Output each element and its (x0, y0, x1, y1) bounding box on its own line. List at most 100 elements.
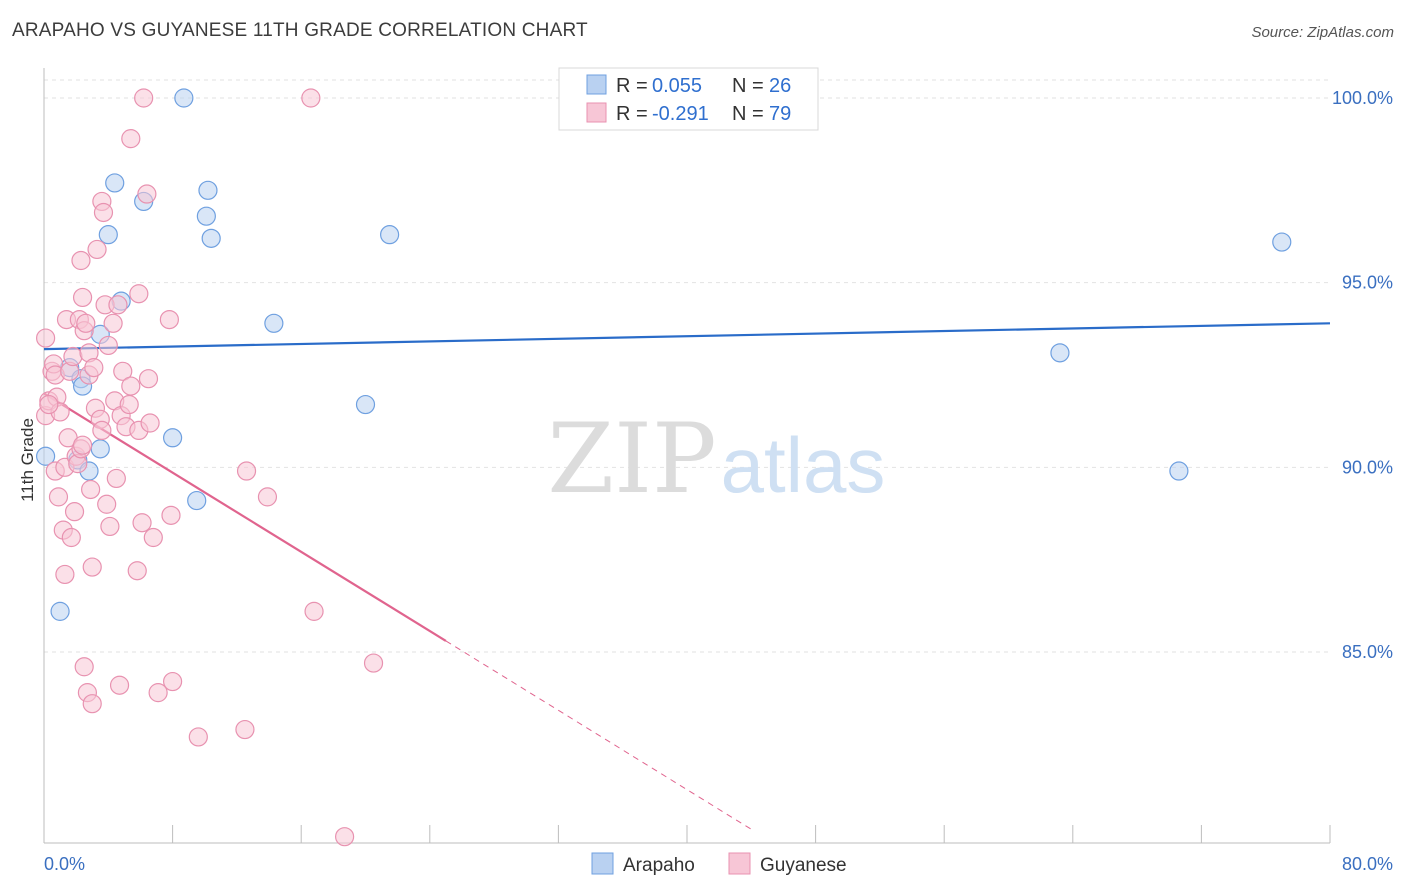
guyanese-point (132, 513, 152, 533)
watermark-zip: ZIP (547, 403, 716, 515)
watermark-atlas: atlas (721, 421, 886, 509)
legend: R = 0.055 N = 26 R = -0.291 N = 79 (558, 67, 819, 131)
guyanese-point (100, 516, 120, 537)
guyanese-point (76, 313, 96, 333)
guyanese-point (127, 561, 147, 581)
bottom-legend-swatch-guyanese (728, 852, 751, 875)
guyanese-point (103, 313, 123, 333)
arapaho-point (198, 180, 218, 200)
guyanese-point (36, 328, 56, 348)
arapaho-point (201, 228, 221, 248)
guyanese-point (137, 184, 157, 204)
legend-n-label: N = (732, 103, 764, 125)
guyanese-point (64, 502, 85, 522)
guyanese-point (61, 527, 81, 548)
x-tick-labels: 0.0% 80.0% (44, 854, 1393, 874)
guyanese-point (138, 369, 159, 389)
y-tick-labels: 85.0% 90.0% 95.0% 100.0% (1332, 88, 1393, 662)
guyanese-point (87, 239, 107, 260)
guyanese-point (106, 468, 126, 489)
guyanese-point (163, 671, 183, 692)
guyanese-point (97, 494, 117, 514)
y-tick-label: 95.0% (1342, 273, 1393, 293)
y-axis-title: 11th Grade (18, 418, 37, 502)
guyanese-point (82, 694, 102, 714)
guyanese-point (63, 346, 83, 367)
guyanese-trend-extension (445, 640, 752, 830)
arapaho-point (105, 173, 125, 193)
arapaho-point (1050, 343, 1070, 363)
bottom-legend: Arapaho Guyanese (591, 852, 847, 876)
guyanese-point (188, 727, 208, 747)
arapaho-point (1169, 461, 1189, 481)
arapaho-point (264, 313, 284, 333)
arapaho-point (196, 206, 216, 226)
guyanese-point (72, 435, 93, 455)
guyanese-point (93, 202, 114, 223)
source-label: Source: ZipAtlas.com (1251, 24, 1394, 41)
guyanese-point (304, 601, 324, 621)
arapaho-point (174, 88, 194, 108)
data-points (36, 88, 1292, 847)
guyanese-point (92, 420, 112, 440)
guyanese-point (113, 361, 133, 381)
bottom-legend-label-guyanese: Guyanese (760, 855, 847, 876)
guyanese-point (143, 527, 163, 548)
arapaho-point (90, 439, 110, 459)
guyanese-point (55, 564, 75, 585)
guyanese-point (48, 487, 69, 507)
legend-r-label: R = (616, 103, 648, 125)
arapaho-point (1272, 232, 1292, 252)
guyanese-point (148, 683, 168, 703)
bottom-legend-swatch-arapaho (591, 852, 614, 875)
guyanese-point (109, 675, 130, 695)
legend-n-value: 79 (769, 103, 791, 125)
x-tick-label: 80.0% (1342, 854, 1393, 874)
guyanese-point (236, 461, 257, 481)
guyanese-point (159, 310, 179, 330)
guyanese-point (84, 358, 104, 378)
legend-swatch-arapaho (586, 74, 607, 95)
legend-n-value: 26 (769, 75, 791, 97)
legend-r-value: 0.055 (652, 75, 702, 97)
legend-swatch-guyanese (586, 102, 607, 123)
chart-title: ARAPAHO VS GUYANESE 11TH GRADE CORRELATI… (12, 20, 588, 41)
guyanese-point (235, 719, 255, 740)
grid-lines (44, 79, 1330, 653)
guyanese-point (129, 284, 149, 304)
guyanese-point (108, 295, 128, 315)
arapaho-point (187, 490, 207, 511)
guyanese-trend-line (43, 392, 447, 642)
guyanese-point (72, 287, 93, 308)
guyanese-point (161, 505, 181, 525)
guyanese-point (121, 376, 141, 396)
arapaho-point (380, 225, 400, 245)
guyanese-point (301, 88, 321, 108)
arapaho-point (163, 428, 183, 448)
arapaho-point (355, 394, 376, 415)
legend-r-value: -0.291 (652, 103, 709, 125)
guyanese-point (335, 827, 355, 847)
trend-lines (43, 322, 1331, 830)
guyanese-point (363, 653, 384, 673)
arapaho-point (98, 225, 118, 245)
guyanese-point (119, 394, 139, 415)
bottom-legend-label-arapaho: Arapaho (623, 855, 695, 876)
x-tick-label: 0.0% (44, 854, 85, 874)
guyanese-point (71, 250, 91, 271)
guyanese-point (82, 557, 102, 577)
y-tick-label: 90.0% (1342, 457, 1393, 477)
guyanese-point (74, 657, 94, 677)
y-tick-label: 85.0% (1342, 642, 1393, 662)
watermark: ZIP atlas (547, 403, 885, 515)
guyanese-point (134, 88, 154, 108)
guyanese-point (121, 129, 141, 149)
guyanese-point (140, 413, 160, 433)
guyanese-point (81, 479, 101, 500)
y-tick-label: 100.0% (1332, 88, 1393, 108)
legend-n-label: N = (732, 75, 764, 97)
guyanese-point (39, 394, 59, 415)
arapaho-point (50, 601, 70, 621)
guyanese-point (257, 487, 278, 507)
